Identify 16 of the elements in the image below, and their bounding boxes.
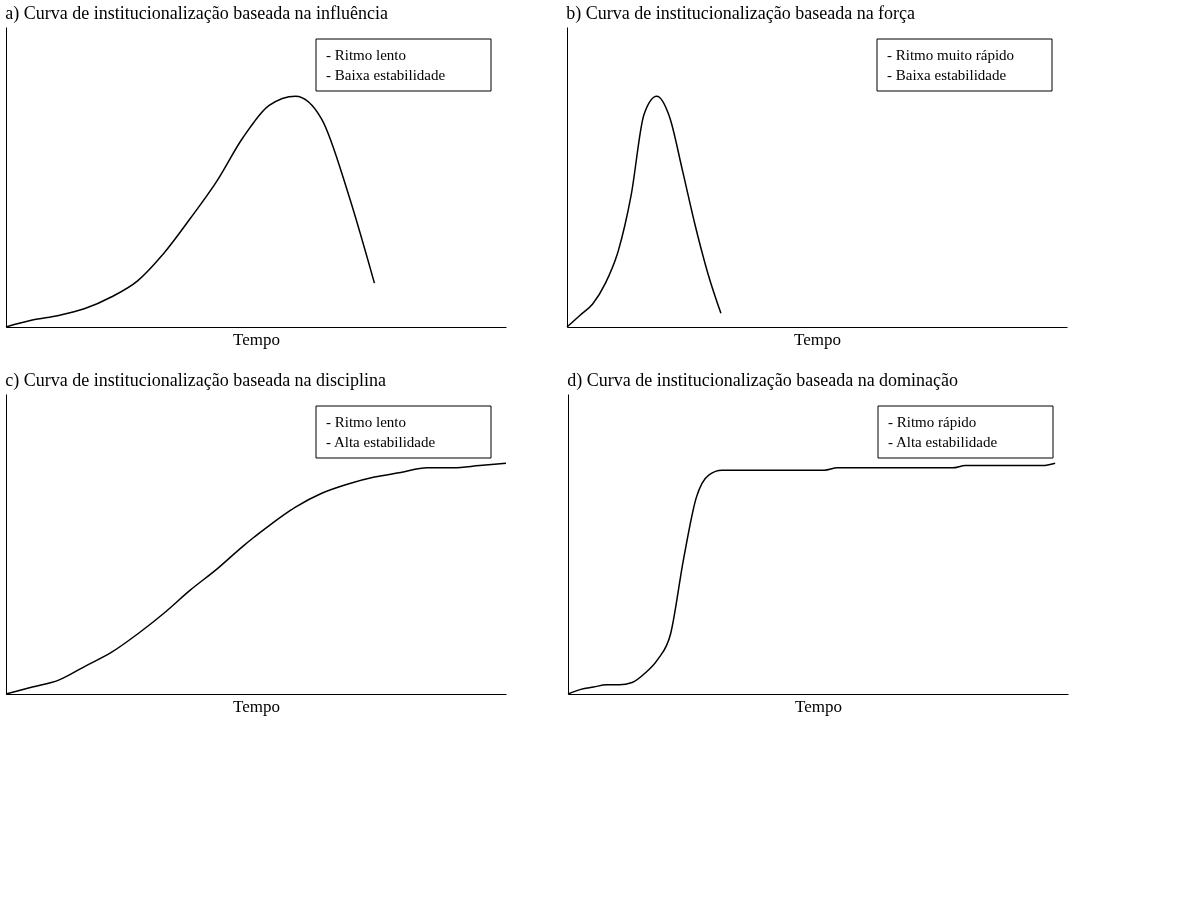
x-axis-title: Tempo	[795, 696, 842, 716]
text: - Baixa estabilidade	[326, 67, 446, 83]
text: - Ritmo muito rápido	[887, 47, 1015, 63]
text: - Baixa estabilidade	[887, 67, 1007, 83]
chart-title: a) Curva de institucionalização baseada na influência	[5, 3, 389, 24]
chart-title: b) Curva de institucionalização baseada na força	[566, 3, 916, 24]
x-axis-title: Tempo	[794, 329, 841, 349]
chart-title: c) Curva de institucionalização baseada na disciplina	[5, 370, 387, 391]
text: - Alta estabilidade	[326, 434, 436, 450]
text: - Ritmo lento	[326, 414, 406, 430]
x-axis-title: Tempo	[233, 696, 280, 716]
text: - Alta estabilidade	[888, 434, 998, 450]
text: - Ritmo rápido	[888, 414, 977, 430]
text: - Ritmo lento	[326, 47, 406, 63]
x-axis-title: Tempo	[233, 329, 280, 349]
chart-title: d) Curva de institucionalização baseada na dominação	[567, 370, 959, 391]
